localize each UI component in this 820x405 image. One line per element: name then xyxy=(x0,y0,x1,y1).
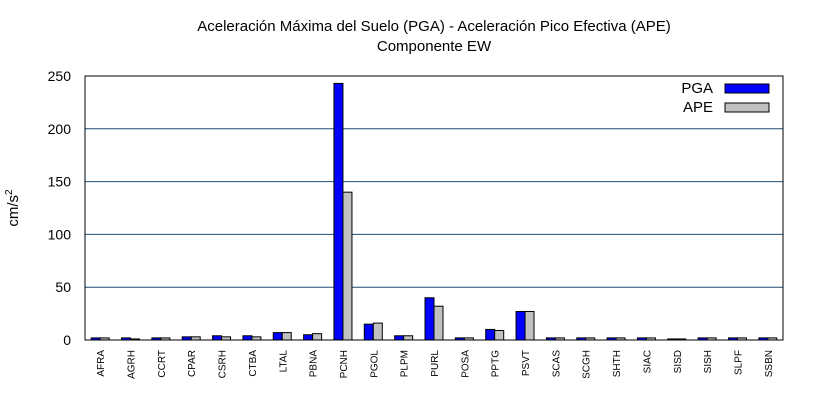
x-tick-label-ltal: LTAL xyxy=(278,350,289,373)
y-tick-label: 0 xyxy=(63,332,71,348)
bar-ape-pbna xyxy=(312,333,323,341)
x-tick-label-ctba: CTBA xyxy=(248,350,259,377)
x-tick-label-pgol: PGOL xyxy=(369,350,380,378)
bar-ape-ltal xyxy=(281,332,292,341)
x-tick-label-pptg: PPTG xyxy=(491,350,502,377)
y-tick-labels: 0 50 100 150 200 250 xyxy=(48,68,72,348)
y-tick-label: 200 xyxy=(48,121,72,137)
x-tick-label-ssbn: SSBN xyxy=(764,350,775,377)
chart-subtitle: Componente EW xyxy=(377,38,492,55)
x-tick-label-ccrt: CCRT xyxy=(157,350,168,378)
x-tick-labels: AFRA AGRH CCRT CPAR CSRH CTBA LTAL PBNA PCNH PGOL… xyxy=(96,350,775,379)
y-tick-label: 100 xyxy=(48,226,72,242)
x-tick-label-csrh: CSRH xyxy=(218,350,229,378)
bar-pga-pptg xyxy=(485,328,496,341)
bar-pga-pcnh xyxy=(333,82,344,341)
x-tick-label-sisd: SISD xyxy=(673,350,684,373)
x-tick-label-purl: PURL xyxy=(430,350,441,377)
x-tick-label-scas: SCAS xyxy=(551,350,562,378)
legend: PGA APE xyxy=(681,80,770,116)
bar-pga-ltal xyxy=(272,332,283,341)
bar-pga-psvt xyxy=(515,310,526,341)
x-tick-label-pcnh: PCNH xyxy=(339,350,350,378)
x-tick-label-sish: SISH xyxy=(703,350,714,373)
x-tick-label-posa: POSA xyxy=(460,350,471,378)
x-tick-label-pbna: PBNA xyxy=(309,350,320,378)
bars xyxy=(90,82,778,341)
y-tick-label: 250 xyxy=(48,68,72,84)
bar-pga-purl xyxy=(424,297,435,341)
y-tick-label: 50 xyxy=(55,279,71,295)
bar-ape-plpm xyxy=(403,335,414,341)
x-tick-label-scgh: SCGH xyxy=(582,350,593,379)
bar-ape-pgol xyxy=(372,322,383,341)
x-tick-label-afra: AFRA xyxy=(96,350,107,377)
legend-label-pga: PGA xyxy=(681,80,713,97)
chart-title: Aceleración Máxima del Suelo (PGA) - Ace… xyxy=(197,18,671,35)
bar-pga-pbna xyxy=(303,334,314,341)
legend-swatch-pga xyxy=(724,83,770,94)
x-tick-label-shth: SHTH xyxy=(612,350,623,377)
y-axis-label: cm/s2 xyxy=(4,189,22,227)
x-tick-label-psvt: PSVT xyxy=(521,350,532,376)
y-tick-label: 150 xyxy=(48,174,72,190)
x-tick-label-plpm: PLPM xyxy=(400,350,411,377)
bar-ape-psvt xyxy=(524,310,535,341)
bar-pga-plpm xyxy=(394,335,405,341)
grid-lines xyxy=(85,128,783,288)
bar-pga-pgol xyxy=(363,323,374,341)
legend-swatch-ape xyxy=(724,102,770,113)
y-axis-label-unit: cm/s xyxy=(5,195,22,227)
bar-pga-csrh xyxy=(212,335,223,341)
bar-ape-pptg xyxy=(494,329,505,341)
x-tick-label-cpar: CPAR xyxy=(187,350,198,377)
x-tick-label-slpf: SLPF xyxy=(733,350,744,375)
bar-pga-ctba xyxy=(242,335,253,341)
bar-ape-pcnh xyxy=(342,191,353,341)
plot-frame xyxy=(84,75,784,341)
legend-label-ape: APE xyxy=(683,99,713,116)
y-axis-label-exponent: 2 xyxy=(4,189,15,195)
bar-ape-purl xyxy=(433,305,444,341)
x-tick-label-agrh: AGRH xyxy=(127,350,138,379)
x-tick-label-siac: SIAC xyxy=(642,350,653,373)
